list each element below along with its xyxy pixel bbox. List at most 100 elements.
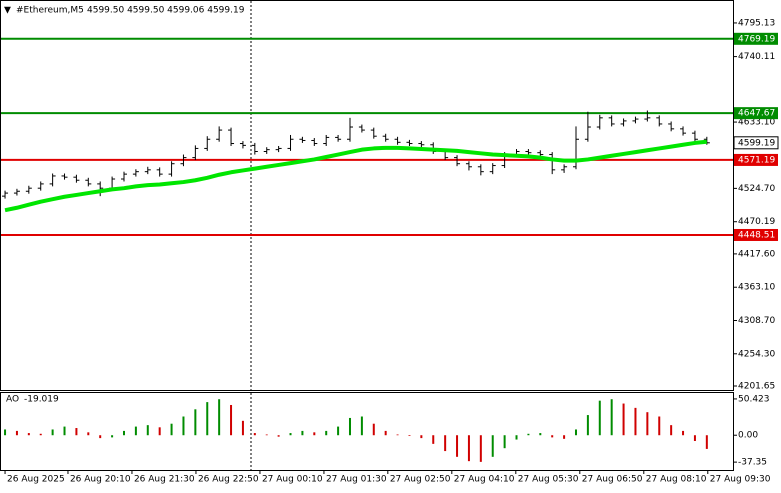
last-price-label: 4599.19 xyxy=(738,138,775,148)
x-tick-label: 26 Aug 21:30 xyxy=(134,475,195,485)
ao-bar xyxy=(289,433,292,436)
ao-bar xyxy=(313,432,316,436)
ao-bar xyxy=(87,432,90,436)
y-tick-label: 4417.60 xyxy=(738,249,775,259)
ao-bar xyxy=(337,426,340,436)
ao-bar xyxy=(27,433,30,436)
level-label-box xyxy=(734,228,778,241)
ao-bar xyxy=(444,435,447,452)
x-tick-label: 26 Aug 20:10 xyxy=(70,475,131,485)
ao-bar xyxy=(360,416,363,436)
x-tick-label: 27 Aug 01:30 xyxy=(326,475,387,485)
ao-bar xyxy=(420,435,423,439)
ao-title: AO xyxy=(6,395,19,405)
ao-bar xyxy=(170,423,173,436)
ao-bar xyxy=(75,428,78,436)
ao-bar xyxy=(206,402,209,436)
ao-bar xyxy=(265,434,268,436)
ao-bar xyxy=(408,435,411,436)
level-label: 4769.19 xyxy=(738,34,775,44)
ao-bar xyxy=(610,399,613,436)
moving-average xyxy=(4,139,708,213)
x-tick-label: 27 Aug 06:50 xyxy=(582,475,643,485)
y-tick-label: 4254.30 xyxy=(738,349,775,359)
ao-bar xyxy=(705,435,708,449)
ao-bar xyxy=(158,427,161,436)
x-tick-label: 27 Aug 05:30 xyxy=(518,475,579,485)
ao-bar xyxy=(479,435,482,462)
ao-bar xyxy=(467,435,470,462)
x-tick-label: 26 Aug 22:50 xyxy=(198,475,259,485)
level-label: 4571.19 xyxy=(738,155,775,165)
ao-bar xyxy=(134,426,137,436)
ao-bar xyxy=(348,417,351,436)
y-tick-label: 4470.19 xyxy=(738,217,775,227)
ao-bar xyxy=(693,435,696,441)
level-label-box xyxy=(734,107,778,120)
level-label-box xyxy=(734,153,778,166)
y-tick-label: 4740.11 xyxy=(738,52,775,62)
ao-value: -19.019 xyxy=(24,395,59,405)
ao-y-tick-label: 0.00 xyxy=(738,431,758,441)
ao-bar xyxy=(682,430,685,436)
ao-bar xyxy=(574,429,577,436)
ao-bar xyxy=(146,425,149,436)
y-tick-label: 4308.70 xyxy=(738,316,775,326)
collapse-arrow[interactable]: ▼ xyxy=(4,6,11,16)
ao-bar xyxy=(325,430,328,436)
ao-bar xyxy=(384,430,387,436)
ao-bar xyxy=(491,435,494,457)
ao-bar xyxy=(586,415,589,436)
ao-bar xyxy=(646,412,649,436)
ao-bar xyxy=(122,430,125,436)
ao-bar xyxy=(539,433,542,436)
y-tick-label: 4201.65 xyxy=(738,381,775,391)
ao-bar xyxy=(432,435,435,444)
x-tick-label: 27 Aug 08:10 xyxy=(646,475,707,485)
ao-bar xyxy=(396,434,399,436)
x-tick-label: 27 Aug 02:50 xyxy=(390,475,451,485)
ao-bar xyxy=(622,403,625,436)
ao-bar xyxy=(218,399,221,436)
ao-bar xyxy=(515,435,518,440)
ao-frame xyxy=(0,392,734,471)
ao-bar xyxy=(63,426,66,436)
ao-bar xyxy=(658,416,661,436)
ao-bar xyxy=(527,433,530,436)
ohlc-header: 4599.50 4599.50 4599.06 4599.19 xyxy=(87,6,245,16)
price-frame xyxy=(0,0,734,391)
ao-bar xyxy=(194,409,197,436)
ao-y-tick-label: 50.423 xyxy=(738,394,770,404)
ao-bar xyxy=(253,433,256,436)
ao-bar xyxy=(4,429,7,436)
y-tick-label: 4524.70 xyxy=(738,184,775,194)
ao-bar xyxy=(551,435,554,438)
ao-bar xyxy=(111,435,114,438)
x-tick-label: 27 Aug 00:10 xyxy=(262,475,323,485)
ao-bar xyxy=(456,435,459,457)
ao-bar xyxy=(598,400,601,436)
ao-bar xyxy=(39,433,42,436)
ao-bar xyxy=(99,435,102,439)
x-tick-label: 27 Aug 04:10 xyxy=(454,475,515,485)
level-label: 4448.51 xyxy=(738,230,775,240)
ao-bar xyxy=(301,430,304,436)
last-price-box xyxy=(733,136,779,150)
ao-bar xyxy=(15,430,18,436)
symbol-title: #Ethereum,M5 xyxy=(16,6,84,16)
ao-bar xyxy=(503,435,506,449)
level-label: 4647.67 xyxy=(738,109,775,119)
ao-bar xyxy=(670,425,673,436)
x-tick-label: 26 Aug 2025 xyxy=(7,475,65,485)
ao-bar xyxy=(372,423,375,436)
ao-bar xyxy=(277,435,280,437)
ao-bar xyxy=(634,407,637,436)
ao-bar xyxy=(241,420,244,436)
y-tick-label: 4795.13 xyxy=(738,18,775,28)
ao-bar xyxy=(51,429,54,436)
ao-bar xyxy=(230,404,233,436)
y-tick-label: 4363.10 xyxy=(738,283,775,293)
